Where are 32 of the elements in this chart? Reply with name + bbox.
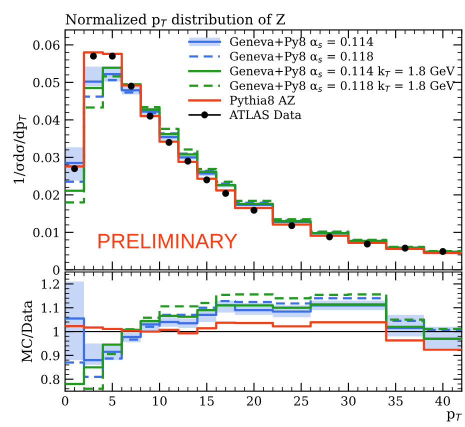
x-tick-label: 15	[200, 396, 214, 406]
y-tick-label: 1	[54, 327, 58, 336]
legend-label: Geneva+Py8 α$_{s}$ = 0.114	[230, 37, 374, 48]
x-axis-title: p$_{T}$	[446, 411, 462, 422]
chart-title: Normalized p$_{T}$ distribution of Z	[66, 14, 285, 28]
x-tick-label: 0	[62, 396, 68, 406]
y-axis-title: MC/Data	[22, 300, 34, 362]
y-tick-label: 1.2	[42, 279, 60, 289]
legend-label: ATLAS Data	[229, 110, 302, 120]
y-tick-label: 1.1	[42, 303, 58, 313]
y-axis-title: 1/σdσ/dp$_{T}$	[13, 114, 27, 184]
legend-label: Pythia8 AZ	[230, 96, 295, 108]
legend-label: Geneva+Py8 α$_{s}$ = 0.118	[230, 52, 374, 64]
y-tick-label: 0.01	[33, 228, 58, 238]
x-tick-label: 25	[294, 396, 308, 406]
y-tick-label: 0	[53, 265, 60, 275]
legend-label: Geneva+Py8 α$_{s}$ = 0.118 k$_{T}$ = 1.8 GeV	[230, 80, 455, 92]
y-tick-label: 0.06	[33, 40, 60, 50]
annotation: PRELIMINARY	[98, 234, 238, 248]
x-tick-label: 20	[246, 396, 262, 406]
y-tick-label: 0.9	[41, 350, 60, 360]
y-tick-label: 0.8	[41, 374, 60, 384]
x-tick-label: 10	[153, 396, 167, 406]
y-tick-label: 0.02	[33, 190, 60, 200]
y-tick-label: 0.05	[33, 78, 60, 88]
x-tick-label: 35	[388, 396, 403, 406]
x-tick-label: 30	[341, 396, 356, 406]
y-tick-label: 0.04	[33, 115, 60, 125]
y-tick-label: 0.03	[33, 152, 60, 162]
legend-label: Geneva+Py8 α$_{s}$ = 0.114 k$_{T}$ = 1.8 GeV	[230, 66, 455, 78]
x-tick-label: 5	[109, 396, 116, 406]
x-tick-label: 40	[435, 396, 450, 406]
